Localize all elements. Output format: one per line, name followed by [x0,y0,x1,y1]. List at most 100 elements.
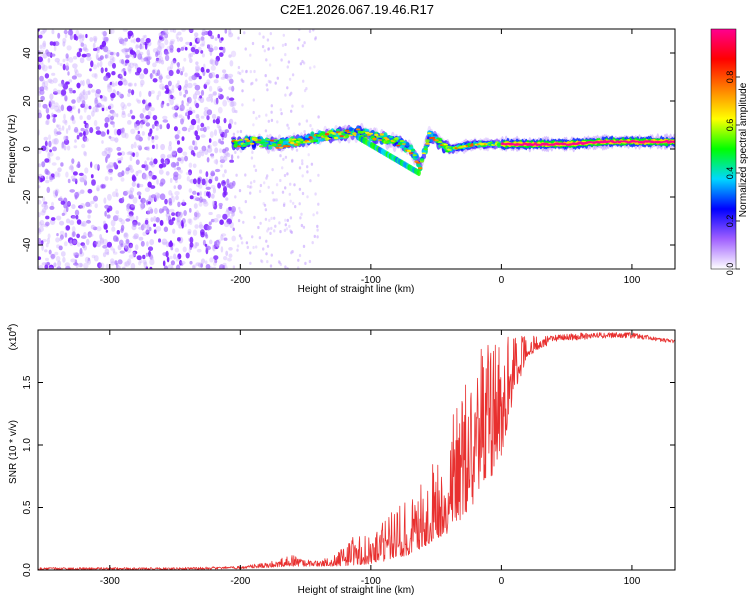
noise-speck [40,210,46,216]
ridge-mark [432,133,437,137]
noise-speck [249,261,252,265]
noise-speck [61,144,65,150]
noise-speck [158,45,162,50]
noise-speck [194,211,198,218]
noise-speck [80,127,85,132]
noise-speck [107,86,113,93]
ridge-mark [271,143,277,147]
noise-speck [66,201,71,207]
noise-speck [293,183,296,187]
noise-speck [223,237,228,241]
noise-speck [159,208,163,213]
ridge-mark [421,152,427,154]
noise-speck [52,41,56,47]
noise-speck [173,253,177,260]
noise-speck [209,131,214,138]
noise-speck [140,83,144,88]
ridge-mark [407,149,412,153]
noise-speck [90,60,94,68]
noise-speck [219,155,224,161]
noise-speck [95,130,102,135]
noise-speck [119,239,124,246]
ridge-mark [374,133,379,137]
noise-speck [92,35,98,42]
ridge-mark [396,144,401,147]
noise-speck [106,241,112,248]
colorbar-frame [710,28,737,270]
ridge-mark [344,129,350,132]
noise-speck [242,220,245,224]
noise-speck [269,231,272,235]
noise-speck [301,59,304,64]
noise-speck [212,244,215,251]
noise-speck [39,221,42,227]
noise-speck [170,39,176,43]
noise-speck [142,99,146,105]
noise-speck [100,183,106,189]
noise-speck [60,200,65,205]
noise-speck [164,90,170,94]
ridge-mark [335,128,341,132]
noise-speck [199,150,204,154]
noise-speck [306,195,309,199]
noise-speck [194,90,201,96]
noise-speck [125,54,130,59]
noise-speck [226,184,231,188]
noise-speck [140,203,144,211]
noise-speck [172,29,177,33]
noise-speck [206,225,211,231]
noise-speck [49,104,55,110]
noise-speck [56,266,62,269]
ridge-mark [388,135,394,139]
noise-speck [186,97,190,103]
noise-speck [220,76,226,80]
noise-speck [184,89,189,95]
noise-speck [159,83,165,90]
noise-speck [138,236,144,241]
noise-speck [212,266,217,269]
noise-speck [305,87,308,91]
noise-speck [48,134,51,141]
ridge-mark [346,131,352,134]
noise-speck [53,102,59,108]
noise-speck [249,53,252,57]
noise-speck [100,131,106,137]
noise-speck [209,58,214,65]
noise-speck [69,34,73,41]
noise-speck [105,106,109,112]
ridge-mark [376,135,381,138]
noise-speck [57,172,61,178]
noise-speck [171,212,176,217]
noise-speck [162,241,167,246]
noise-speck [56,124,59,128]
noise-speck [44,158,50,163]
noise-speck [210,65,216,71]
noise-speck [213,218,219,223]
noise-speck [123,79,128,86]
noise-speck [156,123,160,128]
noise-speck [64,120,68,126]
noise-speck [74,209,80,216]
noise-speck [289,199,292,203]
noise-speck [124,37,128,42]
noise-speck [280,58,283,62]
noise-speck [161,208,165,213]
ridge-mark [379,133,384,136]
noise-speck [49,79,54,85]
noise-speck [276,120,279,124]
noise-speck [137,169,142,174]
noise-speck [263,181,266,185]
noise-speck [181,136,185,142]
noise-speck [161,238,168,245]
noise-speck [206,147,213,153]
noise-speck [131,89,135,96]
noise-speck [130,190,133,198]
noise-speck [180,260,186,265]
noise-speck [105,156,108,164]
noise-speck [125,218,131,222]
noise-speck [52,100,55,105]
noise-speck [41,42,46,50]
noise-speck [196,124,200,132]
noise-speck [128,83,132,87]
noise-speck [303,130,306,134]
